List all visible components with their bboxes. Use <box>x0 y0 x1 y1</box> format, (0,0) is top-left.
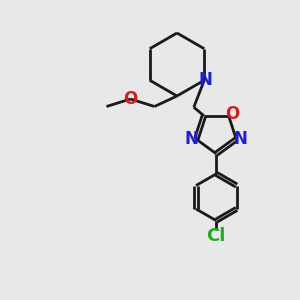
Text: Cl: Cl <box>207 227 226 245</box>
Text: O: O <box>225 105 239 123</box>
Text: O: O <box>123 90 138 108</box>
Text: N: N <box>185 130 199 148</box>
Text: N: N <box>234 130 248 148</box>
Text: N: N <box>199 71 213 89</box>
